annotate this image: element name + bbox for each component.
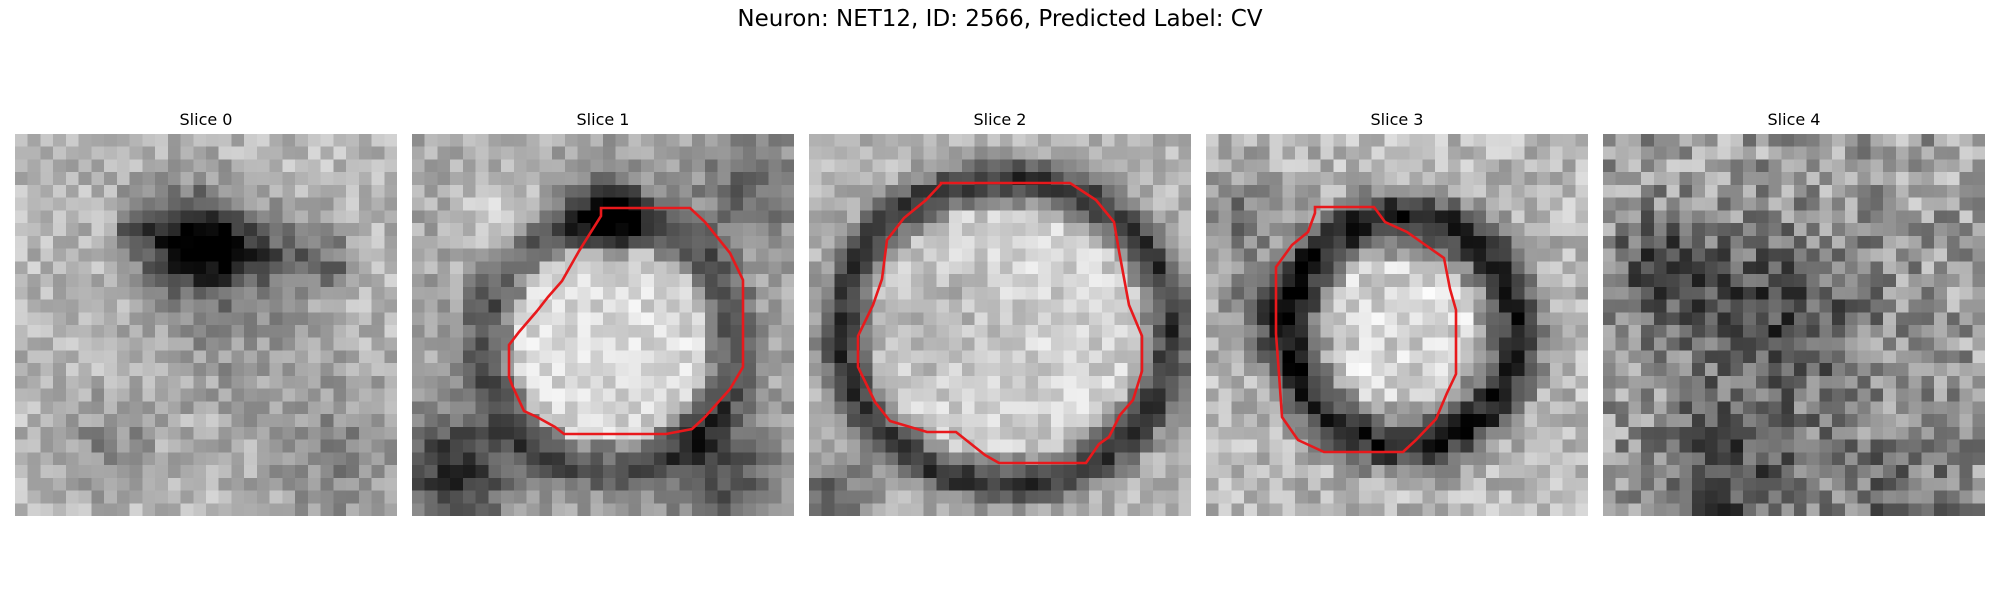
figure-title: Neuron: NET12, ID: 2566, Predicted Label… xyxy=(737,6,1263,32)
slice-image xyxy=(15,134,397,516)
panel-slice-2: Slice 2 xyxy=(809,110,1191,520)
slice-image xyxy=(1603,134,1985,516)
panel-slice-0: Slice 0 xyxy=(15,110,397,520)
segmentation-contour xyxy=(507,206,745,436)
panel-slice-4: Slice 4 xyxy=(1603,110,1985,520)
segmentation-contour xyxy=(1274,205,1458,454)
contour-overlay xyxy=(507,206,745,436)
slice-image xyxy=(809,134,1191,516)
panel-slice-1: Slice 1 xyxy=(412,110,794,520)
panel-slice-3: Slice 3 xyxy=(1206,110,1588,520)
contour-overlay xyxy=(1274,205,1458,454)
slice-image xyxy=(412,134,794,516)
panel-title: Slice 4 xyxy=(1767,110,1821,129)
panel-title: Slice 2 xyxy=(973,110,1027,129)
contour-overlay xyxy=(856,181,1144,465)
segmentation-contour xyxy=(856,181,1144,465)
panel-title: Slice 1 xyxy=(576,110,630,129)
panel-title: Slice 0 xyxy=(179,110,233,129)
panel-title: Slice 3 xyxy=(1370,110,1424,129)
